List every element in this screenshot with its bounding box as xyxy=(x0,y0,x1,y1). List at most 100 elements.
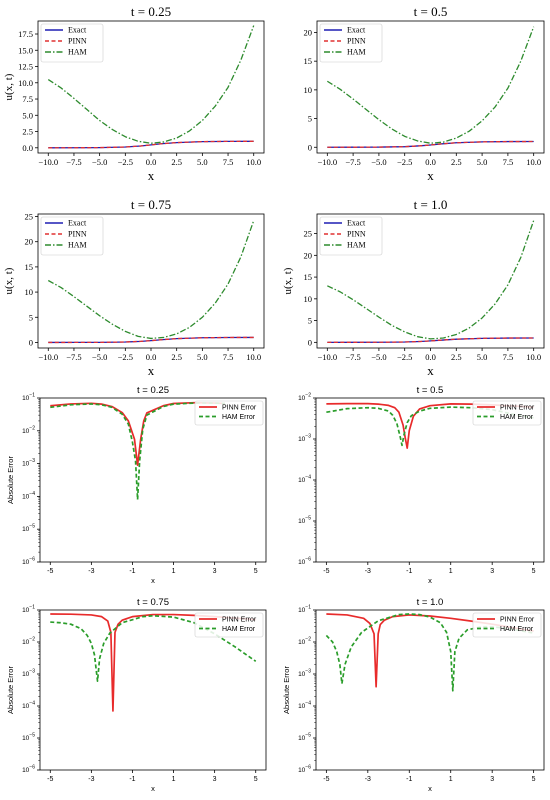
chart-title: t = 1.0 xyxy=(414,197,448,212)
x-tick-label: −5.0 xyxy=(92,352,107,362)
plot-area xyxy=(47,25,255,149)
axes-frame xyxy=(39,609,267,771)
x-tick-label: 2.5 xyxy=(171,352,182,362)
y-tick-label: 10−2 xyxy=(298,393,311,403)
legend: Exact PINN HAM xyxy=(40,23,104,63)
x-tick-label: 0.0 xyxy=(425,352,436,362)
x-tick-label: -3 xyxy=(88,568,94,575)
y-tick-label: 5 xyxy=(29,312,33,322)
chart-panel-4: t = 1.0 −10.0 −7.5 −5.0 −2.5 0.0 2.5 5.0 7.5 10.0… xyxy=(282,197,545,378)
legend-label: HAM Error xyxy=(500,414,534,421)
x-axis-label: x xyxy=(428,784,432,793)
series-line-ham xyxy=(327,220,535,340)
legend-label: HAM xyxy=(68,48,87,57)
x-axis-label: x xyxy=(428,576,432,585)
x-tick-label: −2.5 xyxy=(118,157,133,167)
x-tick-label: 5 xyxy=(254,776,258,783)
y-tick-label: 15 xyxy=(304,272,313,282)
y-tick-label: 0 xyxy=(29,337,33,347)
legend-label: PINN Error xyxy=(222,405,257,412)
y-tick-label: 20 xyxy=(25,237,34,247)
y-tick-label: 10−4 xyxy=(22,701,35,711)
x-tick-label: −2.5 xyxy=(118,352,133,362)
y-tick-label: 10−6 xyxy=(22,765,35,775)
x-tick-label: 5.0 xyxy=(477,157,488,167)
legend-label: Exact xyxy=(347,26,366,35)
y-tick-label: 10 xyxy=(304,85,313,95)
y-tick-label: 10−1 xyxy=(22,393,35,403)
chart-title: t = 1.0 xyxy=(417,597,444,608)
x-axis-label: x xyxy=(427,168,434,183)
chart-title: t = 0.75 xyxy=(131,197,171,212)
axes-frame xyxy=(316,213,545,349)
axes-frame xyxy=(39,397,267,563)
series-line-exact xyxy=(48,140,254,149)
y-tick-label: 15 xyxy=(304,56,313,66)
x-tick-label: −10.0 xyxy=(317,352,337,362)
x-tick-label: −10.0 xyxy=(38,352,58,362)
x-tick-label: 7.5 xyxy=(503,352,514,362)
legend-label: PINN xyxy=(347,37,366,46)
y-tick-label: 10 xyxy=(25,287,34,297)
x-tick-label: 10.0 xyxy=(526,157,541,167)
legend: Exact PINN HAM xyxy=(40,216,104,256)
legend: Exact PINN HAM xyxy=(319,216,383,256)
x-axis-label: x xyxy=(148,168,155,183)
x-tick-label: −7.5 xyxy=(66,352,81,362)
x-tick-label: -5 xyxy=(323,568,329,575)
y-axis-label: u(x, t) xyxy=(3,267,15,294)
legend-label: HAM xyxy=(347,241,366,250)
y-tick-label: 10−4 xyxy=(22,491,35,501)
series-line-ham-error xyxy=(325,613,534,692)
y-tick-label: 15.0 xyxy=(18,45,33,55)
x-tick-label: 10.0 xyxy=(526,352,541,362)
legend-label: Exact xyxy=(68,26,87,35)
x-tick-label: 0.0 xyxy=(425,157,436,167)
x-tick-label: 2.5 xyxy=(451,157,462,167)
y-tick-label: 10−3 xyxy=(298,434,311,444)
legend-label: HAM Error xyxy=(222,626,256,633)
x-tick-label: 0.0 xyxy=(146,157,157,167)
chart-panel-2: t = 0.5 −10.0 −7.5 −5.0 −2.5 0.0 2.5 5.0 7.5 10.0… xyxy=(304,4,545,183)
x-tick-label: 5 xyxy=(532,776,536,783)
y-tick-label: 12.5 xyxy=(18,62,33,72)
x-tick-label: 5.0 xyxy=(197,352,208,362)
y-tick-label: 10−4 xyxy=(298,475,311,485)
legend: PINN Error HAM Error xyxy=(194,400,264,426)
axes-frame xyxy=(315,397,545,563)
x-tick-label: 5.0 xyxy=(477,352,488,362)
axes-frame xyxy=(315,609,545,771)
series-line-ham-error xyxy=(50,614,257,682)
y-tick-label: 0.0 xyxy=(22,143,33,153)
chart-title: t = 0.5 xyxy=(417,385,444,396)
legend-label: PINN xyxy=(68,37,87,46)
y-tick-label: 10−6 xyxy=(22,557,35,567)
legend-label: HAM xyxy=(68,241,87,250)
y-tick-label: 20 xyxy=(304,250,313,260)
legend-label: PINN Error xyxy=(500,405,535,412)
chart-panel-5: t = 0.25 -5 -3 -1 1 3 5 10−6 10−5 10−4 10−3 10−2 10−… xyxy=(6,385,267,585)
y-tick-label: 10−4 xyxy=(298,701,311,711)
chart-title: t = 0.25 xyxy=(131,4,171,19)
y-tick-label: 10−2 xyxy=(298,637,311,647)
legend: PINN Error HAM Error xyxy=(472,400,542,426)
x-tick-label: −2.5 xyxy=(397,157,412,167)
y-axis-label: Absolute Error xyxy=(282,666,291,714)
x-tick-label: −7.5 xyxy=(345,157,360,167)
y-tick-label: 10−6 xyxy=(298,765,311,775)
plot-area xyxy=(47,220,255,344)
axes-frame xyxy=(37,20,265,154)
x-axis-label: x xyxy=(427,363,434,378)
series-line-pinn xyxy=(327,337,534,343)
x-axis-label: x xyxy=(151,784,155,793)
legend: Exact PINN HAM xyxy=(319,23,383,63)
plot-area xyxy=(50,401,225,501)
y-tick-label: 7.5 xyxy=(22,94,33,104)
x-tick-label: -5 xyxy=(47,568,53,575)
x-tick-label: -1 xyxy=(406,776,412,783)
y-tick-label: 10 xyxy=(304,294,313,304)
y-tick-label: 10−5 xyxy=(22,733,35,743)
x-tick-label: -5 xyxy=(47,776,53,783)
legend: PINN Error HAM Error xyxy=(194,612,264,638)
x-tick-label: 2.5 xyxy=(171,157,182,167)
